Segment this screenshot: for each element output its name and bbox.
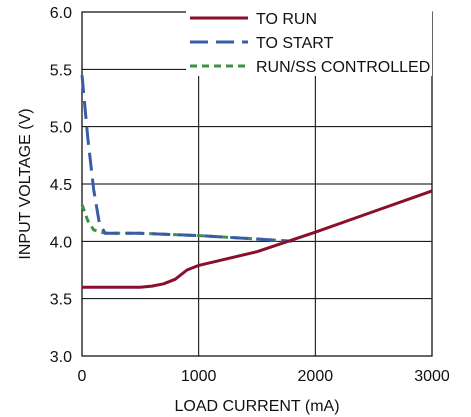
x-tick-label: 1000 (181, 368, 217, 385)
y-tick-label: 4.0 (50, 234, 72, 251)
x-tick-label: 2000 (298, 368, 334, 385)
x-tick-label: 0 (78, 368, 87, 385)
x-axis-label: LOAD CURRENT (mA) (174, 398, 339, 415)
series-line (80, 74, 293, 243)
legend-label: TO RUN (256, 11, 317, 28)
y-tick-label: 3.5 (50, 292, 72, 309)
y-tick-label: 5.5 (50, 62, 72, 79)
y-axis-label: INPUT VOLTAGE (V) (17, 108, 34, 259)
y-tick-label: 4.5 (50, 177, 72, 194)
y-tick-labels: 3.0 3.5 4.0 4.5 5.0 5.5 6.0 (50, 5, 72, 366)
legend-label: RUN/SS CONTROLLED (256, 59, 430, 76)
x-tick-label: 3000 (414, 368, 450, 385)
legend-background (186, 4, 432, 76)
x-tick-labels: 0 1000 2000 3000 (78, 368, 450, 385)
series-line (82, 189, 433, 289)
legend: TO RUN TO START RUN/SS CONTROLLED (186, 4, 432, 76)
legend-label: TO START (256, 35, 334, 52)
y-tick-label: 3.0 (50, 349, 72, 366)
y-tick-label: 6.0 (50, 5, 72, 22)
y-tick-label: 5.0 (50, 120, 72, 137)
series-group (80, 74, 433, 289)
